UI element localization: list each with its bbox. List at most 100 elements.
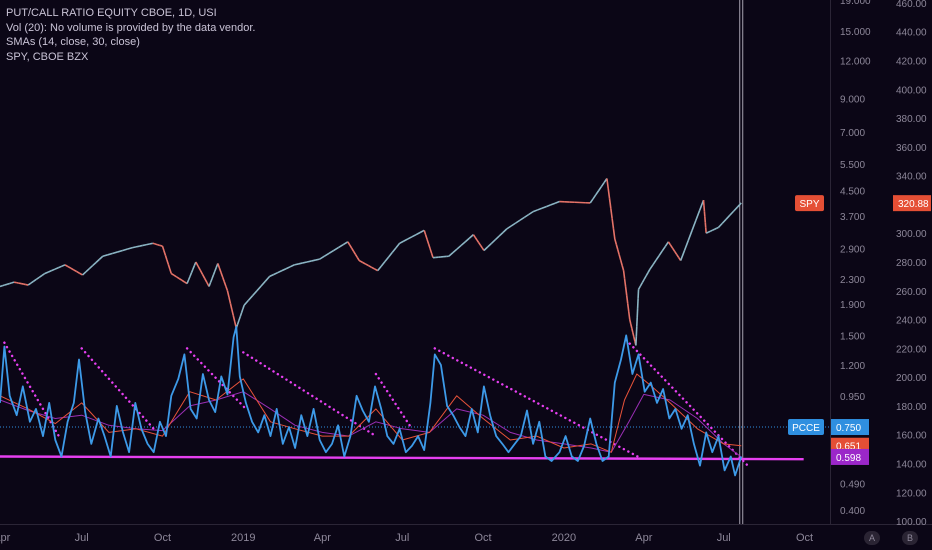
price-tag-name: SPY — [799, 199, 819, 210]
spy-bar — [173, 274, 177, 278]
spy-bar — [427, 243, 431, 249]
spy-bar — [626, 303, 630, 312]
spy-bar — [711, 228, 715, 232]
spy-bar — [294, 263, 299, 266]
spy-axis-tick-label: 460.00 — [896, 0, 927, 10]
spy-bar — [347, 241, 351, 246]
spy-bar — [181, 279, 185, 283]
x-tick-label: 2019 — [231, 532, 255, 544]
spy-bar — [647, 268, 651, 273]
spy-bar — [377, 265, 382, 272]
spy-bar — [220, 272, 224, 278]
spy-bar — [0, 284, 3, 288]
spy-bar — [92, 261, 97, 267]
ratio-axis-tick-label: 1.200 — [840, 361, 865, 372]
spy-bar — [149, 242, 153, 245]
spy-bar — [169, 268, 173, 274]
spy-bar — [132, 246, 137, 249]
spy-bar — [502, 228, 508, 234]
spy-bar — [589, 198, 594, 204]
x-tick-label: 2020 — [552, 532, 576, 544]
put-call-ratio-line — [0, 325, 743, 477]
spy-bar — [632, 332, 635, 338]
spy-bar — [411, 233, 417, 238]
dotted-trendline — [374, 372, 414, 431]
spy-bar — [41, 272, 46, 277]
spy-bar — [487, 242, 493, 248]
price-tag-value-box — [831, 419, 869, 436]
spy-bar — [285, 266, 291, 270]
spy-bar — [4, 283, 8, 286]
spy-bar — [187, 276, 191, 281]
spy-bar — [197, 265, 201, 271]
volume-indicator-label[interactable]: Vol (20): No volume is provided by the d… — [6, 21, 256, 34]
symbol-title[interactable]: PUT/CALL RATIO EQUITY CBOE, 1D, USI — [6, 7, 217, 19]
spy-bar — [218, 267, 222, 273]
spy-bar — [510, 222, 517, 227]
spy-bar — [616, 249, 620, 256]
spy-bar — [161, 245, 165, 251]
spy-bar — [166, 259, 170, 265]
spy-overlay-label[interactable]: SPY, CBOE BZX — [6, 50, 89, 63]
spy-bar — [661, 245, 666, 252]
spy-bar — [208, 282, 212, 287]
sma-indicator-label[interactable]: SMAs (14, close, 30, close) — [6, 36, 140, 48]
spy-bar — [256, 285, 262, 292]
ratio-axis-tick-label: 12.000 — [840, 57, 871, 68]
spy-bar — [70, 267, 75, 271]
chart-legend-block: PUT/CALL RATIO EQUITY CBOE, 1D, USI Vol … — [6, 6, 255, 64]
spy-bar — [281, 267, 287, 272]
spy-bar — [358, 259, 363, 263]
spy-bar — [423, 230, 427, 236]
spy-axis-tick-label: 360.00 — [896, 143, 927, 154]
b-button[interactable]: B — [902, 531, 918, 545]
ratio-axis-tick-label: 0.400 — [840, 506, 865, 517]
spy-bar — [139, 244, 143, 247]
spy-bar — [729, 210, 735, 216]
spy-bar — [468, 234, 474, 239]
spy-axis-tick-label: 380.00 — [896, 114, 927, 125]
spy-bar — [117, 249, 123, 253]
spy-bar — [364, 263, 369, 267]
spy-bar — [242, 304, 245, 310]
spy-bar — [226, 290, 230, 298]
spy-bar — [619, 259, 623, 266]
spy-bar — [460, 241, 466, 247]
ratio-axis-tick-label: 19.000 — [840, 0, 871, 7]
spy-bar — [269, 273, 275, 278]
spy-bar — [479, 244, 483, 249]
spy-bar — [649, 264, 654, 270]
spy-bar — [671, 247, 676, 252]
spy-bar — [498, 231, 504, 237]
spy-bar — [658, 250, 663, 256]
spy-bar — [669, 244, 674, 249]
spy-bar — [264, 275, 271, 282]
spy-bar — [51, 268, 56, 272]
spy-axis-tick-label: 180.00 — [896, 402, 927, 413]
spy-bar — [189, 272, 193, 277]
spy-bar — [289, 264, 295, 268]
spy-axis-tick-label: 420.00 — [896, 56, 927, 67]
ratio-axis-tick-label: 7.000 — [840, 128, 865, 139]
spy-axis-tick-label: 140.00 — [896, 460, 927, 471]
spy-bar — [9, 282, 12, 285]
spy-bar — [655, 255, 660, 261]
spy-bar — [395, 242, 401, 249]
spy-bar — [203, 277, 208, 283]
spy-bar — [639, 282, 644, 287]
spy-bar — [102, 254, 108, 258]
price-tag-value: 0.651 — [836, 442, 861, 453]
x-tick-label: Apr — [314, 532, 331, 544]
spy-bar — [236, 320, 240, 325]
spy-bar — [30, 280, 35, 284]
dotted-trendline — [625, 338, 752, 470]
spy-bar — [546, 204, 551, 208]
price-tag-value: 0.750 — [836, 423, 861, 434]
auto-scale-button[interactable]: A — [864, 531, 880, 545]
spy-bar — [627, 311, 631, 320]
spy-bar — [201, 273, 206, 279]
spy-bar — [221, 276, 226, 282]
spy-axis-tick-label: 120.00 — [896, 488, 927, 499]
x-tick-label: Oct — [154, 532, 171, 544]
